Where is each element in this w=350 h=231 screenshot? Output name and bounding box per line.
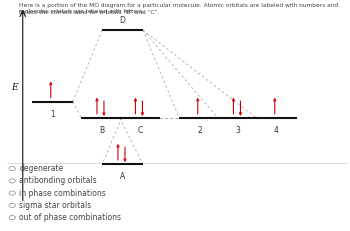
Text: A: A	[120, 172, 125, 181]
Text: antibonding orbitals: antibonding orbitals	[19, 176, 97, 185]
Text: 4: 4	[274, 126, 279, 135]
Text: 1: 1	[50, 110, 55, 119]
Text: in phase combinations: in phase combinations	[19, 189, 106, 198]
Text: 2: 2	[197, 126, 202, 135]
Text: Here is a portion of the MO diagram for a particular molecule. Atomic orbitals a: Here is a portion of the MO diagram for …	[19, 3, 338, 14]
Text: sigma star orbitals: sigma star orbitals	[19, 201, 91, 210]
Text: out of phase combinations: out of phase combinations	[19, 213, 121, 222]
Text: Select the correct label for orbitals “B” and “C”.: Select the correct label for orbitals “B…	[19, 10, 160, 15]
Text: E: E	[11, 83, 17, 92]
Text: D: D	[120, 16, 125, 25]
Text: C: C	[137, 126, 143, 135]
Text: degenerate: degenerate	[19, 164, 63, 173]
Text: B: B	[99, 126, 104, 135]
Text: 3: 3	[236, 126, 240, 135]
